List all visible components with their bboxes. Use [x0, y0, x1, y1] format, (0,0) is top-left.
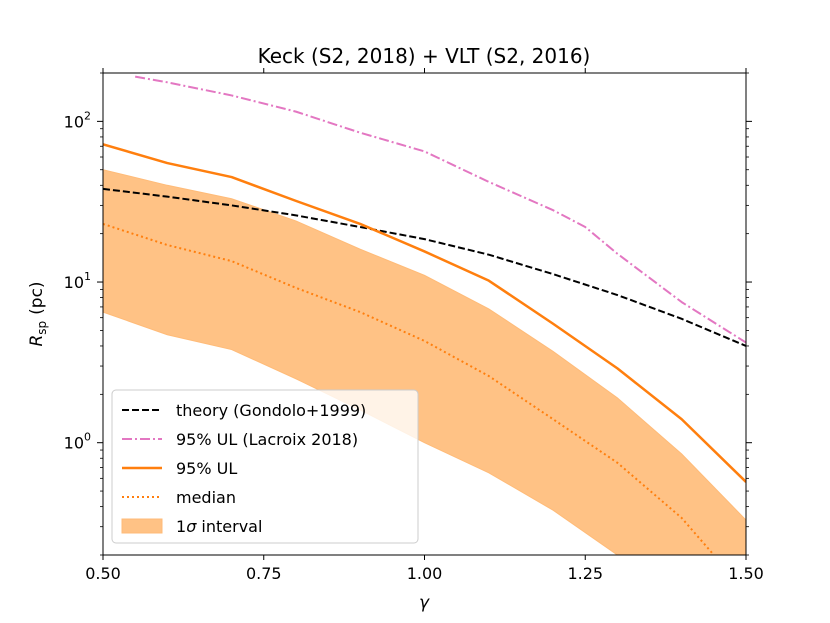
- series-95-ul: [103, 143, 746, 483]
- x-axis-label: γ: [419, 593, 430, 613]
- legend-label: median: [176, 488, 236, 507]
- y-tick-label: 102: [64, 109, 91, 131]
- y-axis-label: Rsp (pc): [27, 281, 49, 346]
- x-tick-label: 1.50: [728, 564, 764, 583]
- y-axis-label-unit: (pc): [27, 281, 47, 314]
- chart-title: Keck (S2, 2018) + VLT (S2, 2016): [258, 44, 591, 68]
- y-tick-label: 100: [64, 431, 91, 453]
- x-tick-label: 0.50: [85, 564, 121, 583]
- y-axis-label-sub: sp: [35, 321, 49, 335]
- legend-handle-band: [121, 518, 163, 534]
- legend-label: theory (Gondolo+1999): [176, 401, 366, 420]
- series-theory-gondolo-1999: [103, 187, 746, 347]
- x-tick-label: 0.75: [246, 564, 282, 583]
- legend-label: 95% UL: [176, 459, 237, 478]
- svg-text:Rsp(pc): Rsp (pc): [27, 281, 49, 346]
- y-tick-label: 101: [64, 270, 91, 292]
- band-1sigma-interval: [103, 169, 746, 555]
- x-tick-label: 1.00: [407, 564, 443, 583]
- series-median: [103, 222, 715, 555]
- legend-label: 95% UL (Lacroix 2018): [176, 430, 358, 449]
- legend-box: [111, 389, 419, 544]
- legend-label: 1σ interval: [176, 517, 262, 536]
- x-tick-label: 1.25: [567, 564, 603, 583]
- y-axis-label-main: R: [27, 335, 47, 347]
